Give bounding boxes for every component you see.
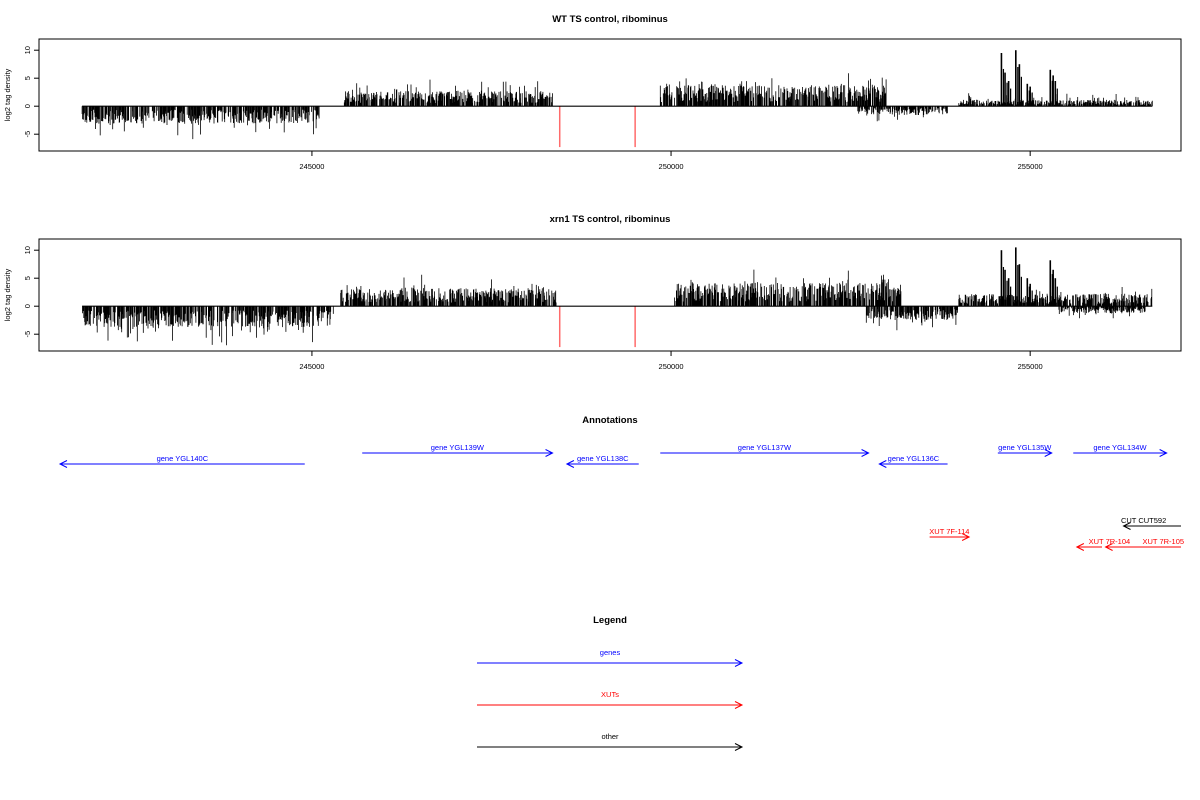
legend-arrow-head [734,743,744,751]
xrn1-x-tick-label: 250000 [659,362,684,371]
wt-y-tick-label: 10 [23,46,32,54]
xrn1-coverage-panel: xrn1 TS control, ribominus log2 tag densi… [3,214,1182,371]
feature-arrow-head [1075,543,1085,551]
annotation-feature: gene YGL134W [1073,443,1168,457]
annotation-feature: gene YGL138C [565,454,639,468]
legend-arrow-head [734,701,744,709]
feature-label: CUT CUT592 [1121,516,1166,525]
feature-arrow-head [1159,449,1168,457]
feature-arrow-head [1104,543,1113,551]
legend-item: genes [477,648,744,667]
wt-plot-frame [38,38,1182,152]
xrn1-coverage-bars [82,269,1153,346]
xrn1-y-tick-label: -5 [23,331,32,338]
xrn1-chart-title: xrn1 TS control, ribominus [550,214,671,225]
legend-item: XUTs [477,690,744,709]
annotation-feature: gene YGL137W [660,443,870,457]
wt-x-tick-label: 245000 [299,162,324,171]
annotations-track: Annotations gene YGL140C gene YGL139W gene… [58,415,1185,551]
annotation-feature: CUT CUT592 [1121,516,1181,530]
wt-y-tick-label: 0 [23,104,32,108]
feature-arrow-head [1044,449,1053,457]
wt-y-axis-label: log2 tag density [3,68,12,121]
legend-item-label: other [601,732,619,741]
feature-label: XUT 7F-114 [929,527,969,536]
feature-label: XUT 7R-104 [1089,537,1131,546]
annotation-feature: XUT 7F-114 [929,527,971,541]
annotation-feature: gene YGL136C [878,454,948,468]
wt-x-tick-label: 255000 [1018,162,1043,171]
legend-item-label: genes [600,648,621,657]
annotation-feature: gene YGL135W [997,443,1053,457]
wt-x-tick-label: 250000 [659,162,684,171]
xrn1-y-tick-label: 0 [23,304,32,308]
legend-title: Legend [593,615,627,626]
xrn1-y-tick-label: 10 [23,246,32,254]
legend-item: other [477,732,744,751]
annotation-feature: XUT 7R-104 [1075,537,1131,551]
feature-label: gene YGL139W [431,443,485,452]
legend-arrow-head [734,659,744,667]
feature-label: gene YGL140C [157,454,209,463]
wt-chart-title: WT TS control, ribominus [552,14,668,25]
wt-coverage-bars [81,73,1153,140]
feature-arrow-head [961,533,971,541]
feature-label: gene YGL136C [888,454,940,463]
feature-label: gene YGL138C [577,454,629,463]
feature-label: gene YGL135W [998,443,1052,452]
legend: Legend genes XUTs other [477,615,744,751]
annotations-title: Annotations [582,415,637,426]
xrn1-x-tick-label: 245000 [299,362,324,371]
xrn1-x-tick-label: 255000 [1018,362,1043,371]
xrn1-y-axis-label: log2 tag density [3,268,12,321]
wt-coverage-panel: WT TS control, ribominus log2 tag density… [3,14,1182,171]
annotation-feature: gene YGL139W [362,443,554,457]
wt-y-tick-label: 5 [23,76,32,80]
feature-label: gene YGL134W [1093,443,1147,452]
xrn1-y-tick-label: 5 [23,276,32,280]
feature-arrow-head [545,449,554,457]
xrn1-plot-frame [38,238,1182,352]
annotation-feature: gene YGL140C [58,454,305,468]
feature-label: gene YGL137W [738,443,792,452]
feature-arrow-head [878,460,887,468]
feature-arrow-head [1122,522,1131,530]
feature-arrow-head [58,460,68,468]
feature-arrow-head [861,449,870,457]
feature-arrow-head [565,460,575,468]
legend-item-label: XUTs [601,690,619,699]
feature-label: XUT 7R-105 [1143,537,1185,546]
wt-y-tick-label: -5 [23,131,32,138]
annotation-feature: XUT 7R-105 [1104,537,1185,551]
